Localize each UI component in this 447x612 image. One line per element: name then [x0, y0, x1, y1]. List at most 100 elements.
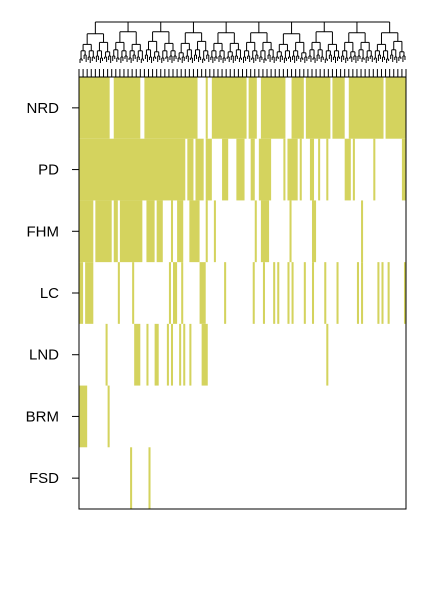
heatmap-cell-pd-100 — [283, 138, 286, 201]
heatmap-cell-lc-46 — [173, 262, 178, 324]
heatmap-cells — [79, 77, 406, 509]
heatmap-cell-lnd-45 — [170, 323, 174, 386]
heatmap-cell-lnd-43 — [166, 323, 169, 386]
heatmap-cell-fhm-38 — [156, 200, 163, 263]
heatmap-cell-pd-88 — [258, 138, 272, 201]
heatmap-cell-lc-71 — [224, 262, 227, 324]
heatmap-cell-fhm-17 — [113, 200, 118, 263]
heatmap-cell-pd-0 — [79, 138, 186, 201]
heatmap-cell-fhm-20 — [119, 200, 143, 263]
heatmap-cell-pd-53 — [187, 138, 194, 201]
heatmap-cell-nrd-132 — [348, 77, 384, 139]
heatmap-cell-lc-126 — [336, 262, 339, 324]
heatmap-cell-fhm-89 — [260, 200, 270, 263]
heatmap-cell-lc-95 — [273, 262, 276, 324]
heatmap-cell-lc-59 — [199, 262, 206, 324]
heatmap-cell-lc-90 — [262, 262, 265, 324]
heatmap-cell-lc-136 — [356, 262, 359, 324]
column-ticks — [78, 69, 407, 77]
heatmap-cell-fsd-25 — [130, 447, 133, 509]
heatmap-cell-pd-62 — [205, 138, 212, 201]
heatmap-cell-nrd-17 — [113, 77, 141, 139]
heatmap-cell-pd-130 — [344, 138, 351, 201]
heatmap-cell-lc-26 — [132, 262, 135, 324]
heatmap-cell-lc-138 — [361, 262, 364, 324]
heatmap-cell-lc-148 — [381, 262, 384, 324]
heatmap-cell-lnd-54 — [189, 323, 192, 386]
heatmap-cell-lnd-33 — [146, 323, 149, 386]
column-dendrogram — [79, 21, 406, 63]
row-labels: NRD PD FHM LC LND BRM FSD — [26, 100, 79, 487]
heatmap-cell-nrd-62 — [205, 77, 208, 139]
heatmap-cell-fhm-62 — [205, 200, 208, 263]
heatmap-cell-nrd-0 — [79, 77, 110, 139]
heatmap-cell-nrd-32 — [144, 77, 198, 139]
heatmap-cell-lnd-49 — [179, 323, 182, 386]
heatmap-cell-lc-151 — [387, 262, 390, 324]
heatmap-cell-fhm-45 — [170, 200, 174, 263]
heatmap-cell-fhm-0 — [79, 200, 94, 263]
row-label-fhm: FHM — [27, 223, 60, 240]
heatmap-cell-nrd-104 — [291, 77, 304, 139]
heatmap-cell-pd-70 — [222, 138, 229, 201]
plot-frame — [78, 76, 407, 510]
heatmap-cell-nrd-124 — [332, 77, 345, 139]
heatmap-cell-lnd-51 — [183, 323, 186, 386]
heatmap-cell-pd-77 — [236, 138, 245, 201]
heatmap-cell-lnd-121 — [326, 323, 329, 386]
heatmap-cell-brm-0 — [79, 385, 88, 448]
heatmap-cell-lc-159 — [403, 262, 406, 324]
row-label-pd: PD — [38, 162, 59, 179]
heatmap-cell-lnd-27 — [134, 323, 141, 386]
row-label-brm: BRM — [26, 408, 59, 425]
heatmap-cell-lc-97 — [277, 262, 280, 324]
heatmap-cell-nrd-83 — [248, 77, 257, 139]
heatmap-cell-pd-134 — [352, 138, 355, 201]
heatmap-cell-lnd-13 — [105, 323, 108, 386]
heatmap-cell-nrd-111 — [305, 77, 331, 139]
heatmap-cell-fhm-33 — [146, 200, 155, 263]
heatmap-cell-lc-3 — [85, 262, 94, 324]
heatmap-cell-pd-57 — [195, 138, 204, 201]
heatmap-cell-nrd-89 — [260, 77, 286, 139]
heatmap-cell-pd-117 — [318, 138, 321, 201]
heatmap-cell-fhm-8 — [95, 200, 112, 263]
heatmap-cell-nrd-65 — [211, 77, 247, 139]
row-label-lc: LC — [40, 285, 59, 302]
heatmap-cell-nrd-150 — [385, 77, 406, 139]
heatmap-cell-pd-158 — [401, 138, 406, 201]
heatmap-cell-fhm-138 — [361, 200, 364, 263]
row-label-nrd: NRD — [27, 100, 60, 117]
heatmap-cell-brm-14 — [107, 385, 110, 448]
heatmap-cell-pd-113 — [309, 138, 315, 201]
heatmap-cell-lc-50 — [181, 262, 184, 324]
heatmap-cell-lc-85 — [252, 262, 255, 324]
heatmap-cell-pd-108 — [299, 138, 302, 201]
row-label-lnd: LND — [29, 347, 59, 364]
heatmap-cell-pd-102 — [287, 138, 298, 201]
heatmap-cell-fhm-103 — [289, 200, 292, 263]
heatmap-cell-lc-120 — [324, 262, 327, 324]
heatmap-cell-pd-144 — [373, 138, 376, 201]
heatmap-cell-fhm-114 — [311, 200, 317, 263]
heatmap-cell-lc-114 — [311, 262, 315, 324]
heatmap-cell-pd-121 — [326, 138, 329, 201]
heatmap-cell-lc-0 — [79, 262, 84, 324]
heatmap-cell-fsd-34 — [148, 447, 151, 509]
heatmap-cell-fhm-66 — [213, 200, 216, 263]
heatmap-cell-lnd-60 — [201, 323, 208, 386]
heatmap-cell-lnd-37 — [154, 323, 159, 386]
heatmap-cell-pd-84 — [250, 138, 255, 201]
heatmap-cell-lc-102 — [287, 262, 290, 324]
heatmap-cell-lc-146 — [377, 262, 380, 324]
heatmap-cell-fhm-48 — [177, 200, 184, 263]
heatmap-cell-lc-110 — [303, 262, 306, 324]
heatmap-cell-lc-19 — [117, 262, 120, 324]
heatmap-cell-fhm-86 — [254, 200, 257, 263]
heatmap-cell-lc-104 — [291, 262, 294, 324]
heatmap-cell-fhm-54 — [189, 200, 200, 263]
row-label-fsd: FSD — [29, 470, 59, 487]
heatmap-cell-lc-44 — [168, 262, 171, 324]
